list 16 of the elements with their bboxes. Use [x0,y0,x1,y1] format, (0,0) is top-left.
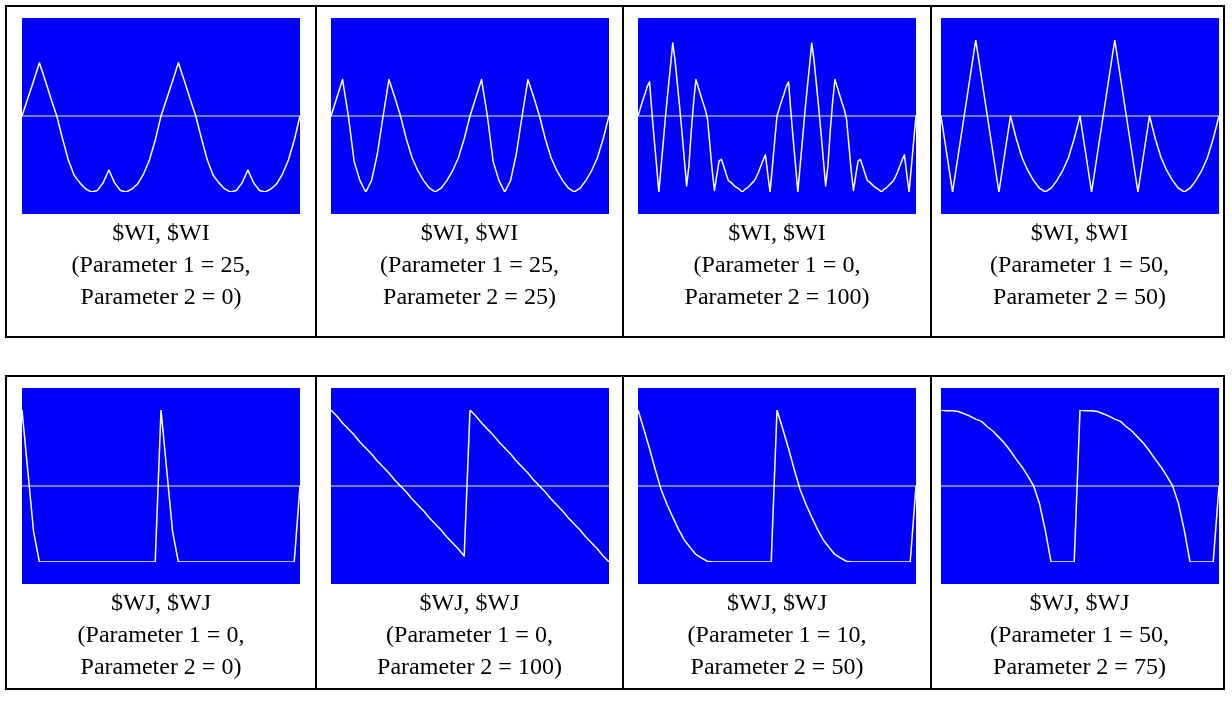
text: $WJ, $WJ [418,588,521,617]
text: (Parameter 1 = 50, Parameter 2 = 75) [990,620,1169,681]
text: $WJ, $WJ [1028,588,1131,617]
text: $WI, $WI [111,218,211,247]
text: (Parameter 1 = 0, Parameter 2 = 100) [377,620,562,681]
text: $WJ, $WJ [726,588,828,617]
text: $WJ, $WJ [110,588,212,617]
text: $WI, $WI [1029,218,1130,247]
text: (Parameter 1 = 10, Parameter 2 = 50) [687,620,867,681]
text: (Parameter 1 = 25, Parameter 2 = 0) [71,250,251,311]
text: (Parameter 1 = 0, Parameter 2 = 0) [77,620,245,681]
text: (Parameter 1 = 50, Parameter 2 = 50) [990,250,1169,311]
text: $WI, $WI [727,218,827,247]
text: (Parameter 1 = 0, Parameter 2 = 100) [684,250,870,311]
text: $WI, $WI [419,218,520,247]
text: (Parameter 1 = 25, Parameter 2 = 25) [380,250,559,311]
